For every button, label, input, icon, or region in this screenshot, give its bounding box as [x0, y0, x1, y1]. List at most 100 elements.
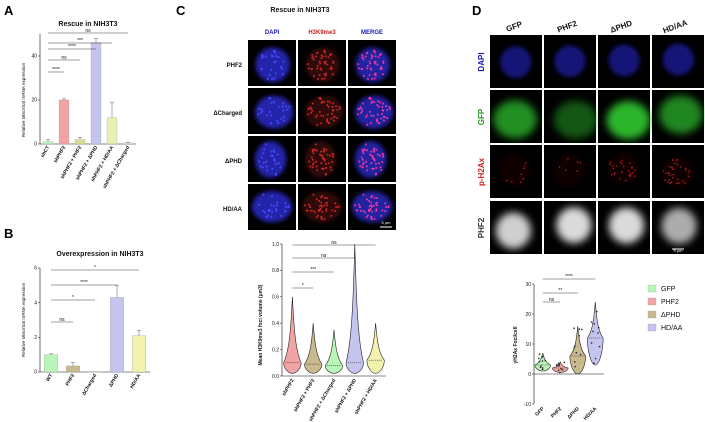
focus [372, 149, 375, 152]
y-tick-label: 0.2 [272, 347, 279, 353]
focus [270, 195, 274, 198]
focus [320, 201, 323, 204]
focus [276, 153, 279, 156]
panel-d-scale-label: 5 µm [674, 248, 684, 253]
focus [332, 155, 335, 158]
focus [370, 204, 373, 207]
focus [327, 162, 330, 165]
sig-label: ns [549, 297, 555, 303]
focus [316, 214, 319, 217]
focus [326, 153, 329, 156]
panel-c-images: Rescue in NIH3T3 DAPI H3K9me3 MERGE PHF2… [213, 7, 396, 230]
focus [670, 181, 673, 184]
sig-label: *** [77, 38, 83, 44]
focus [335, 206, 338, 209]
y-tick-label: 0 [528, 372, 531, 378]
focus [359, 165, 362, 168]
legend-label: ΔPHD [661, 312, 680, 319]
focus [362, 161, 365, 164]
focus [361, 158, 364, 161]
focus [368, 73, 371, 76]
violin [283, 296, 302, 374]
data-point [596, 310, 598, 313]
data-point [538, 353, 541, 355]
focus [676, 163, 679, 166]
focus [323, 77, 326, 80]
focus [610, 173, 613, 176]
focus [389, 107, 392, 110]
focus [318, 110, 321, 113]
focus [374, 55, 377, 58]
focus [318, 60, 321, 63]
nucleus [305, 47, 340, 83]
focus [303, 204, 306, 207]
focus [311, 56, 314, 59]
focus [361, 68, 364, 71]
focus [277, 105, 280, 108]
focus [373, 77, 376, 80]
focus [314, 116, 317, 119]
category-label: GFP [534, 406, 546, 418]
focus [284, 202, 287, 205]
focus [388, 105, 391, 108]
focus [325, 208, 328, 211]
focus [368, 60, 371, 63]
legend-label: GFP [661, 286, 676, 293]
focus [309, 165, 312, 168]
focus [324, 55, 327, 58]
nucleus [354, 141, 387, 178]
focus [307, 107, 310, 110]
focus [335, 105, 338, 108]
panel-c-scale-label: 5 µm [382, 220, 392, 225]
focus [671, 173, 673, 176]
focus [262, 161, 265, 165]
focus [311, 102, 314, 105]
data-point [573, 346, 576, 349]
data-point [563, 361, 566, 364]
row-dphd: ΔPHD [225, 159, 243, 165]
focus [382, 61, 385, 64]
focus [375, 197, 378, 200]
legend-swatch [647, 284, 657, 293]
focus [576, 170, 578, 172]
focus [326, 100, 329, 103]
category-label: shCT [40, 145, 51, 159]
focus [331, 105, 334, 108]
data-point [541, 367, 544, 369]
focus [369, 122, 372, 125]
cell-body [606, 101, 651, 140]
focus [625, 179, 627, 182]
focus [268, 110, 271, 113]
focus [375, 167, 378, 170]
focus [323, 147, 326, 150]
focus [666, 181, 669, 183]
focus [311, 150, 314, 153]
focus [576, 161, 579, 163]
nucleus [608, 44, 640, 77]
col-dapi: DAPI [265, 30, 280, 36]
focus [612, 167, 615, 170]
focus [616, 165, 618, 167]
focus [339, 107, 342, 110]
focus [364, 55, 367, 58]
focus [672, 168, 674, 171]
y-tick-label: 0 [34, 370, 37, 376]
focus [618, 178, 621, 180]
category-label: PHF2 [65, 373, 77, 387]
focus [281, 105, 284, 108]
focus [312, 209, 315, 212]
focus [664, 179, 666, 181]
cell-body [556, 207, 592, 244]
data-point [556, 363, 558, 366]
category-label: shPHF2 [53, 145, 68, 164]
focus [375, 148, 378, 151]
row-phf2: PHF2 [227, 63, 243, 69]
category-label: shPHF2 + PHF2 [293, 378, 317, 413]
focus [270, 150, 273, 153]
y-tick-label: 0.4 [272, 321, 279, 327]
focus [336, 108, 339, 111]
focus [312, 58, 315, 61]
focus [308, 160, 311, 163]
focus [361, 54, 364, 57]
